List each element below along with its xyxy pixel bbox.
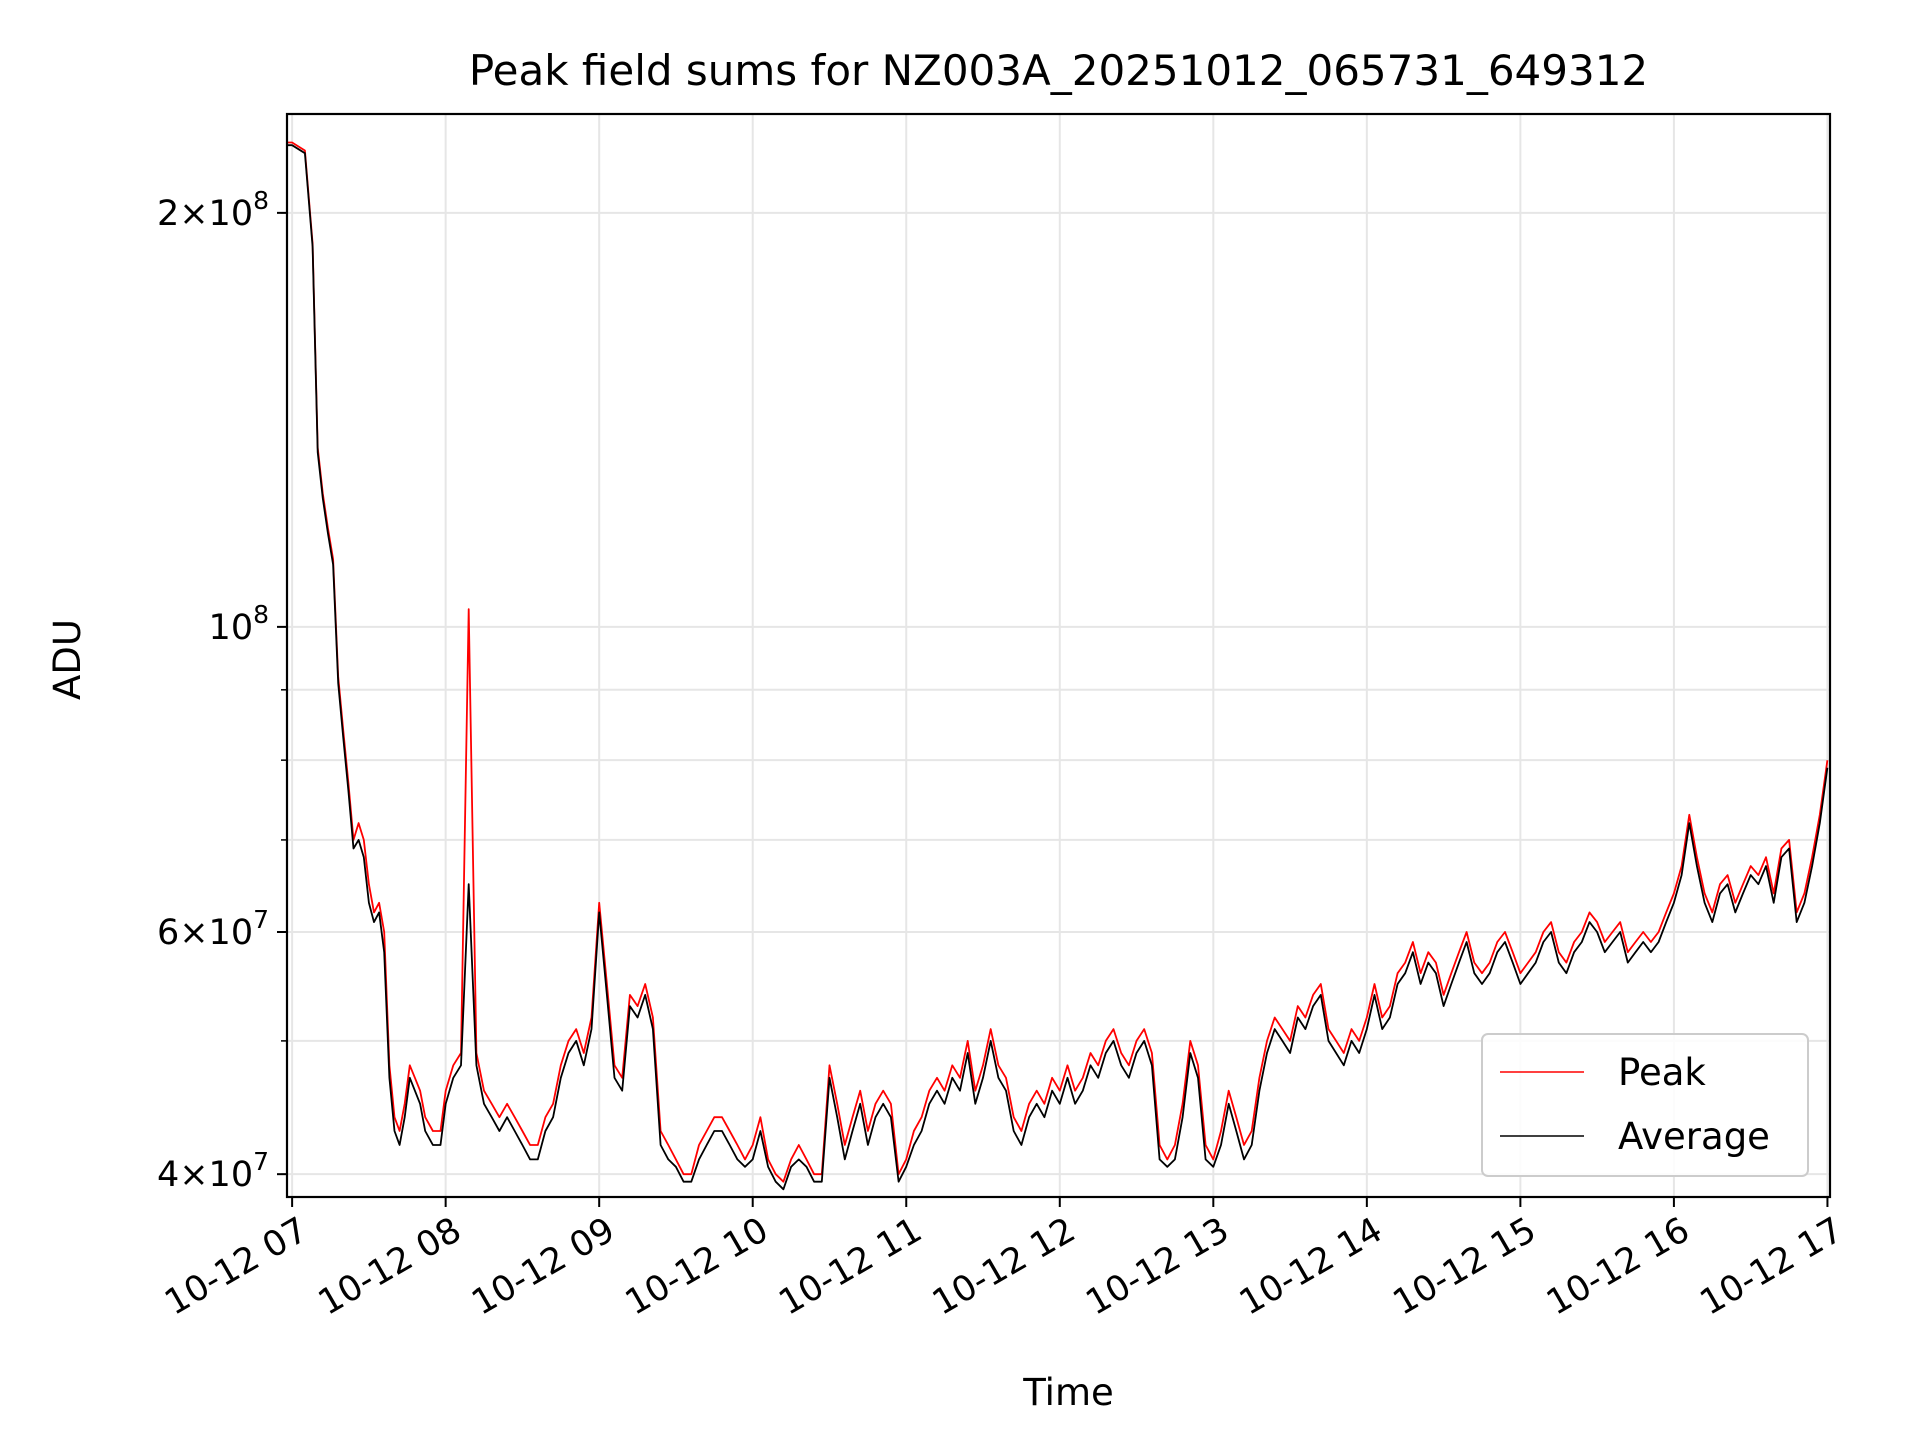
plot-frame — [285, 112, 1832, 1199]
x-axis-label: Time — [1022, 1371, 1114, 1414]
series-layer — [287, 141, 1829, 1191]
y-tick-label: 108 — [209, 600, 269, 648]
grid-layer — [287, 114, 1830, 1197]
y-tick-label: 4×107 — [157, 1147, 269, 1195]
legend-average-label: Average — [1618, 1115, 1770, 1158]
legend: Peak Average — [1481, 1033, 1809, 1177]
y-axis-ticks: 4×107 6×107 108 2×108 — [157, 186, 287, 1195]
legend-box — [1481, 1033, 1809, 1177]
y-axis-label: ADU — [46, 619, 89, 700]
legend-peak-label: Peak — [1618, 1051, 1706, 1094]
y-tick-label: 6×107 — [157, 905, 269, 953]
series-line-average — [287, 144, 1829, 1191]
chart-title: Peak field sums for NZ003A_20251012_0657… — [469, 46, 1648, 95]
y-tick-label: 2×108 — [157, 186, 269, 234]
series-line-peak — [287, 141, 1829, 1183]
